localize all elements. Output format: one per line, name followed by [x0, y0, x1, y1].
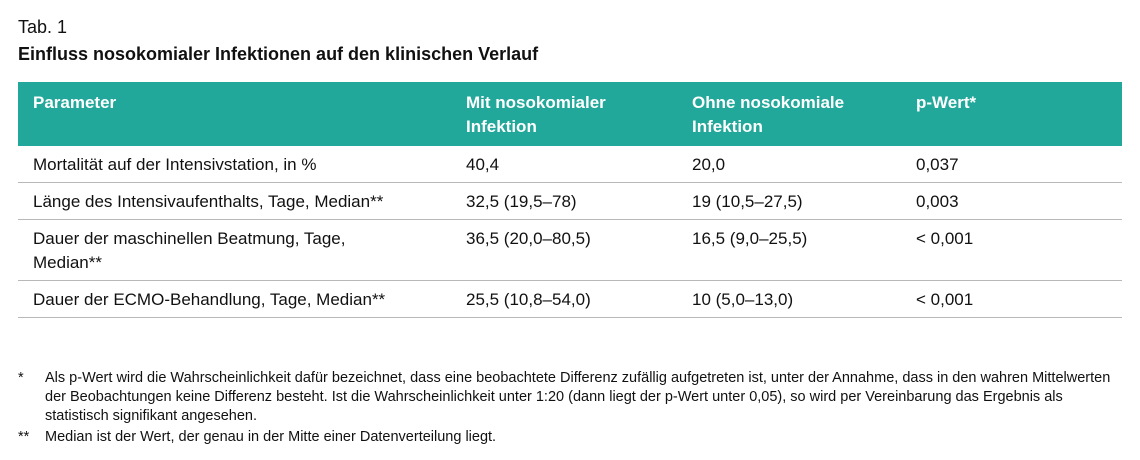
table-label: Tab. 1	[18, 17, 68, 37]
cell-text: 19 (10,5–27,5)	[692, 192, 803, 211]
table-cell: 16,5 (9,0–25,5)	[677, 219, 901, 281]
table-cell: 20,0	[677, 146, 901, 183]
cell-text: 10 (5,0–13,0)	[692, 290, 794, 309]
footnotes: * Als p-Wert wird die Wahrscheinlichkeit …	[18, 369, 1113, 449]
table-cell: 40,4	[451, 146, 677, 183]
table-cell: 36,5 (20,0–80,5)	[451, 219, 677, 281]
data-table: Parameter Mit nosokomialer Infektion Ohne …	[18, 82, 1122, 318]
table-row: Dauer der ECMO-Behandlung, Tage, Median*…	[18, 280, 1122, 318]
table-cell: 10 (5,0–13,0)	[677, 280, 901, 318]
table-cell: Dauer der maschinellen Beatmung, Tage, M…	[18, 219, 451, 281]
table-row: Länge des Intensivaufenthalts, Tage, Med…	[18, 182, 1122, 220]
table-body: Mortalität auf der Intensivstation, in %…	[18, 146, 1122, 318]
cell-text: 0,003	[916, 192, 959, 211]
header-text: Parameter	[33, 93, 117, 112]
table-cell: Dauer der ECMO-Behandlung, Tage, Median*…	[18, 280, 451, 318]
footnote: * Als p-Wert wird die Wahrscheinlichkeit …	[18, 369, 1113, 426]
cell-text: 0,037	[916, 155, 959, 174]
table-row: Mortalität auf der Intensivstation, in %…	[18, 146, 1122, 183]
table-cell: 25,5 (10,8–54,0)	[451, 280, 677, 318]
footnote-text: Median ist der Wert, der genau in der Mi…	[45, 429, 497, 445]
table-title: Einfluss nosokomialer Infektionen auf de…	[18, 44, 539, 64]
table-cell: < 0,001	[901, 219, 1122, 281]
header-cell: p-Wert*	[901, 82, 1122, 146]
table-cell: 0,003	[901, 182, 1122, 220]
table-cell: 0,037	[901, 146, 1122, 183]
header-cell: Mit nosokomialer Infektion	[451, 82, 677, 146]
header-text: Ohne nosokomiale Infektion	[692, 93, 845, 136]
header-row: Parameter Mit nosokomialer Infektion Ohne …	[18, 82, 1122, 146]
footnote-marker: **	[18, 429, 30, 445]
cell-text: 25,5 (10,8–54,0)	[466, 290, 591, 309]
header-cell: Parameter	[18, 82, 451, 146]
cell-text: < 0,001	[916, 290, 974, 309]
cell-text: 40,4	[466, 155, 500, 174]
table-cell: Länge des Intensivaufenthalts, Tage, Med…	[18, 182, 451, 220]
table-cell: 19 (10,5–27,5)	[677, 182, 901, 220]
cell-text: Mortalität auf der Intensivstation, in %	[33, 155, 317, 174]
cell-text: 16,5 (9,0–25,5)	[692, 229, 808, 248]
cell-text: 36,5 (20,0–80,5)	[466, 229, 591, 248]
footnote: ** Median ist der Wert, der genau in der …	[18, 428, 1113, 447]
header-cell: Ohne nosokomiale Infektion	[677, 82, 901, 146]
table-cell: Mortalität auf der Intensivstation, in %	[18, 146, 451, 183]
cell-text: 20,0	[692, 155, 726, 174]
footnote-text: Als p-Wert wird die Wahrscheinlichkeit d…	[45, 370, 1111, 424]
cell-text: < 0,001	[916, 229, 974, 248]
header-text: p-Wert*	[916, 93, 977, 112]
cell-text: Dauer der ECMO-Behandlung, Tage, Median*…	[33, 290, 386, 309]
cell-text: Länge des Intensivaufenthalts, Tage, Med…	[33, 192, 384, 211]
cell-text: 32,5 (19,5–78)	[466, 192, 577, 211]
table-cell: < 0,001	[901, 280, 1122, 318]
footnote-marker: *	[18, 370, 24, 386]
table-row: Dauer der maschinellen Beatmung, Tage, M…	[18, 219, 1122, 281]
header-text: Mit nosokomialer Infektion	[466, 93, 606, 136]
cell-text: Dauer der maschinellen Beatmung, Tage, M…	[33, 229, 346, 272]
table-cell: 32,5 (19,5–78)	[451, 182, 677, 220]
